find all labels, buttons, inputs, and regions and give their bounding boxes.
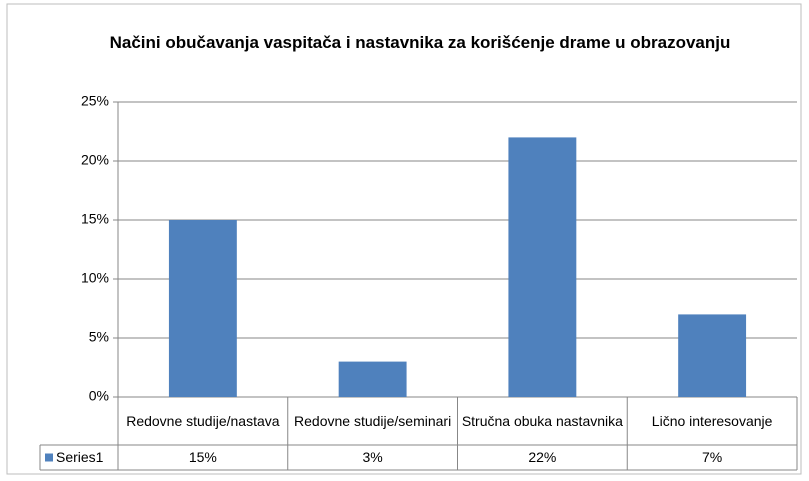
- bar: [508, 137, 577, 397]
- x-tick-label: Redovne studije/seminari: [294, 412, 452, 429]
- x-tick-label-box: Stručna obuka nastavnika: [461, 412, 623, 429]
- y-tick-label: 10%: [81, 270, 109, 286]
- x-tick-label-box: Redovne studije/nastava: [126, 412, 280, 429]
- table-value: 3%: [363, 449, 383, 465]
- y-tick-label: 5%: [89, 329, 109, 345]
- bar: [168, 220, 237, 397]
- table-value: 7%: [702, 449, 722, 465]
- title-box: Načini obučavanja vaspitača i nastavnika…: [109, 33, 731, 52]
- table-value: 22%: [528, 449, 556, 465]
- x-tick-label: Lično interesovanje: [651, 412, 773, 429]
- bar: [338, 361, 407, 397]
- bar: [678, 314, 747, 397]
- x-tick-label: Redovne studije/nastava: [126, 412, 280, 429]
- y-tick-label: 0%: [89, 388, 109, 404]
- y-tick-label: 15%: [81, 211, 109, 227]
- table-value: 15%: [189, 449, 217, 465]
- x-tick-label-box: Lično interesovanje: [651, 412, 773, 429]
- x-tick-label-box: Redovne studije/seminari: [294, 412, 452, 429]
- chart-title: Načini obučavanja vaspitača i nastavnika…: [109, 33, 731, 52]
- legend-swatch: [45, 453, 53, 462]
- y-tick-label: 20%: [81, 152, 109, 168]
- y-tick-label: 25%: [81, 93, 109, 109]
- x-tick-label: Stručna obuka nastavnika: [461, 412, 623, 429]
- legend-label: Series1: [56, 449, 104, 465]
